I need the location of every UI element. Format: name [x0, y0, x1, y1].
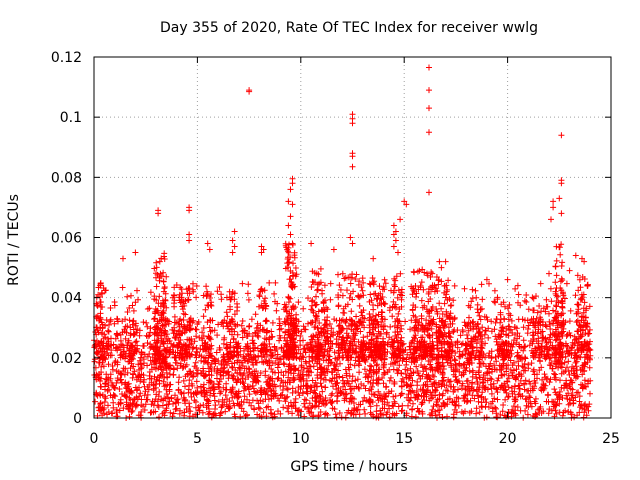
x-tick-label: 10 — [292, 431, 310, 447]
y-tick-label: 0.08 — [51, 170, 82, 186]
x-tick-label: 15 — [395, 431, 413, 447]
tick-labels: 0 0.02 0.04 0.06 0.08 0.1 0.12 0 5 10 15 20 25 — [51, 50, 620, 447]
x-axis-label: GPS time / hours — [290, 459, 407, 475]
x-tick-label: 0 — [90, 431, 99, 447]
y-tick-label: 0.06 — [51, 231, 82, 247]
axis-ticks — [93, 56, 612, 419]
roti-point-group — [93, 250, 593, 367]
chart-title: Day 355 of 2020, Rate Of TEC Index for r… — [160, 20, 538, 36]
roti-point-group — [95, 64, 592, 361]
roti-point-group — [224, 240, 368, 361]
y-axis-label: ROTI / TECUs — [6, 194, 22, 286]
y-tick-label: 0.12 — [51, 50, 82, 66]
x-tick-label: 5 — [193, 431, 202, 447]
x-tick-label: 20 — [499, 431, 517, 447]
data-points — [91, 64, 594, 421]
y-tick-label: 0.1 — [60, 110, 82, 126]
roti-point-group — [335, 266, 455, 361]
y-tick-label: 0.02 — [51, 351, 82, 367]
x-tick-label: 25 — [602, 431, 620, 447]
y-tick-label: 0 — [73, 411, 82, 427]
y-tick-label: 0.04 — [51, 291, 82, 307]
